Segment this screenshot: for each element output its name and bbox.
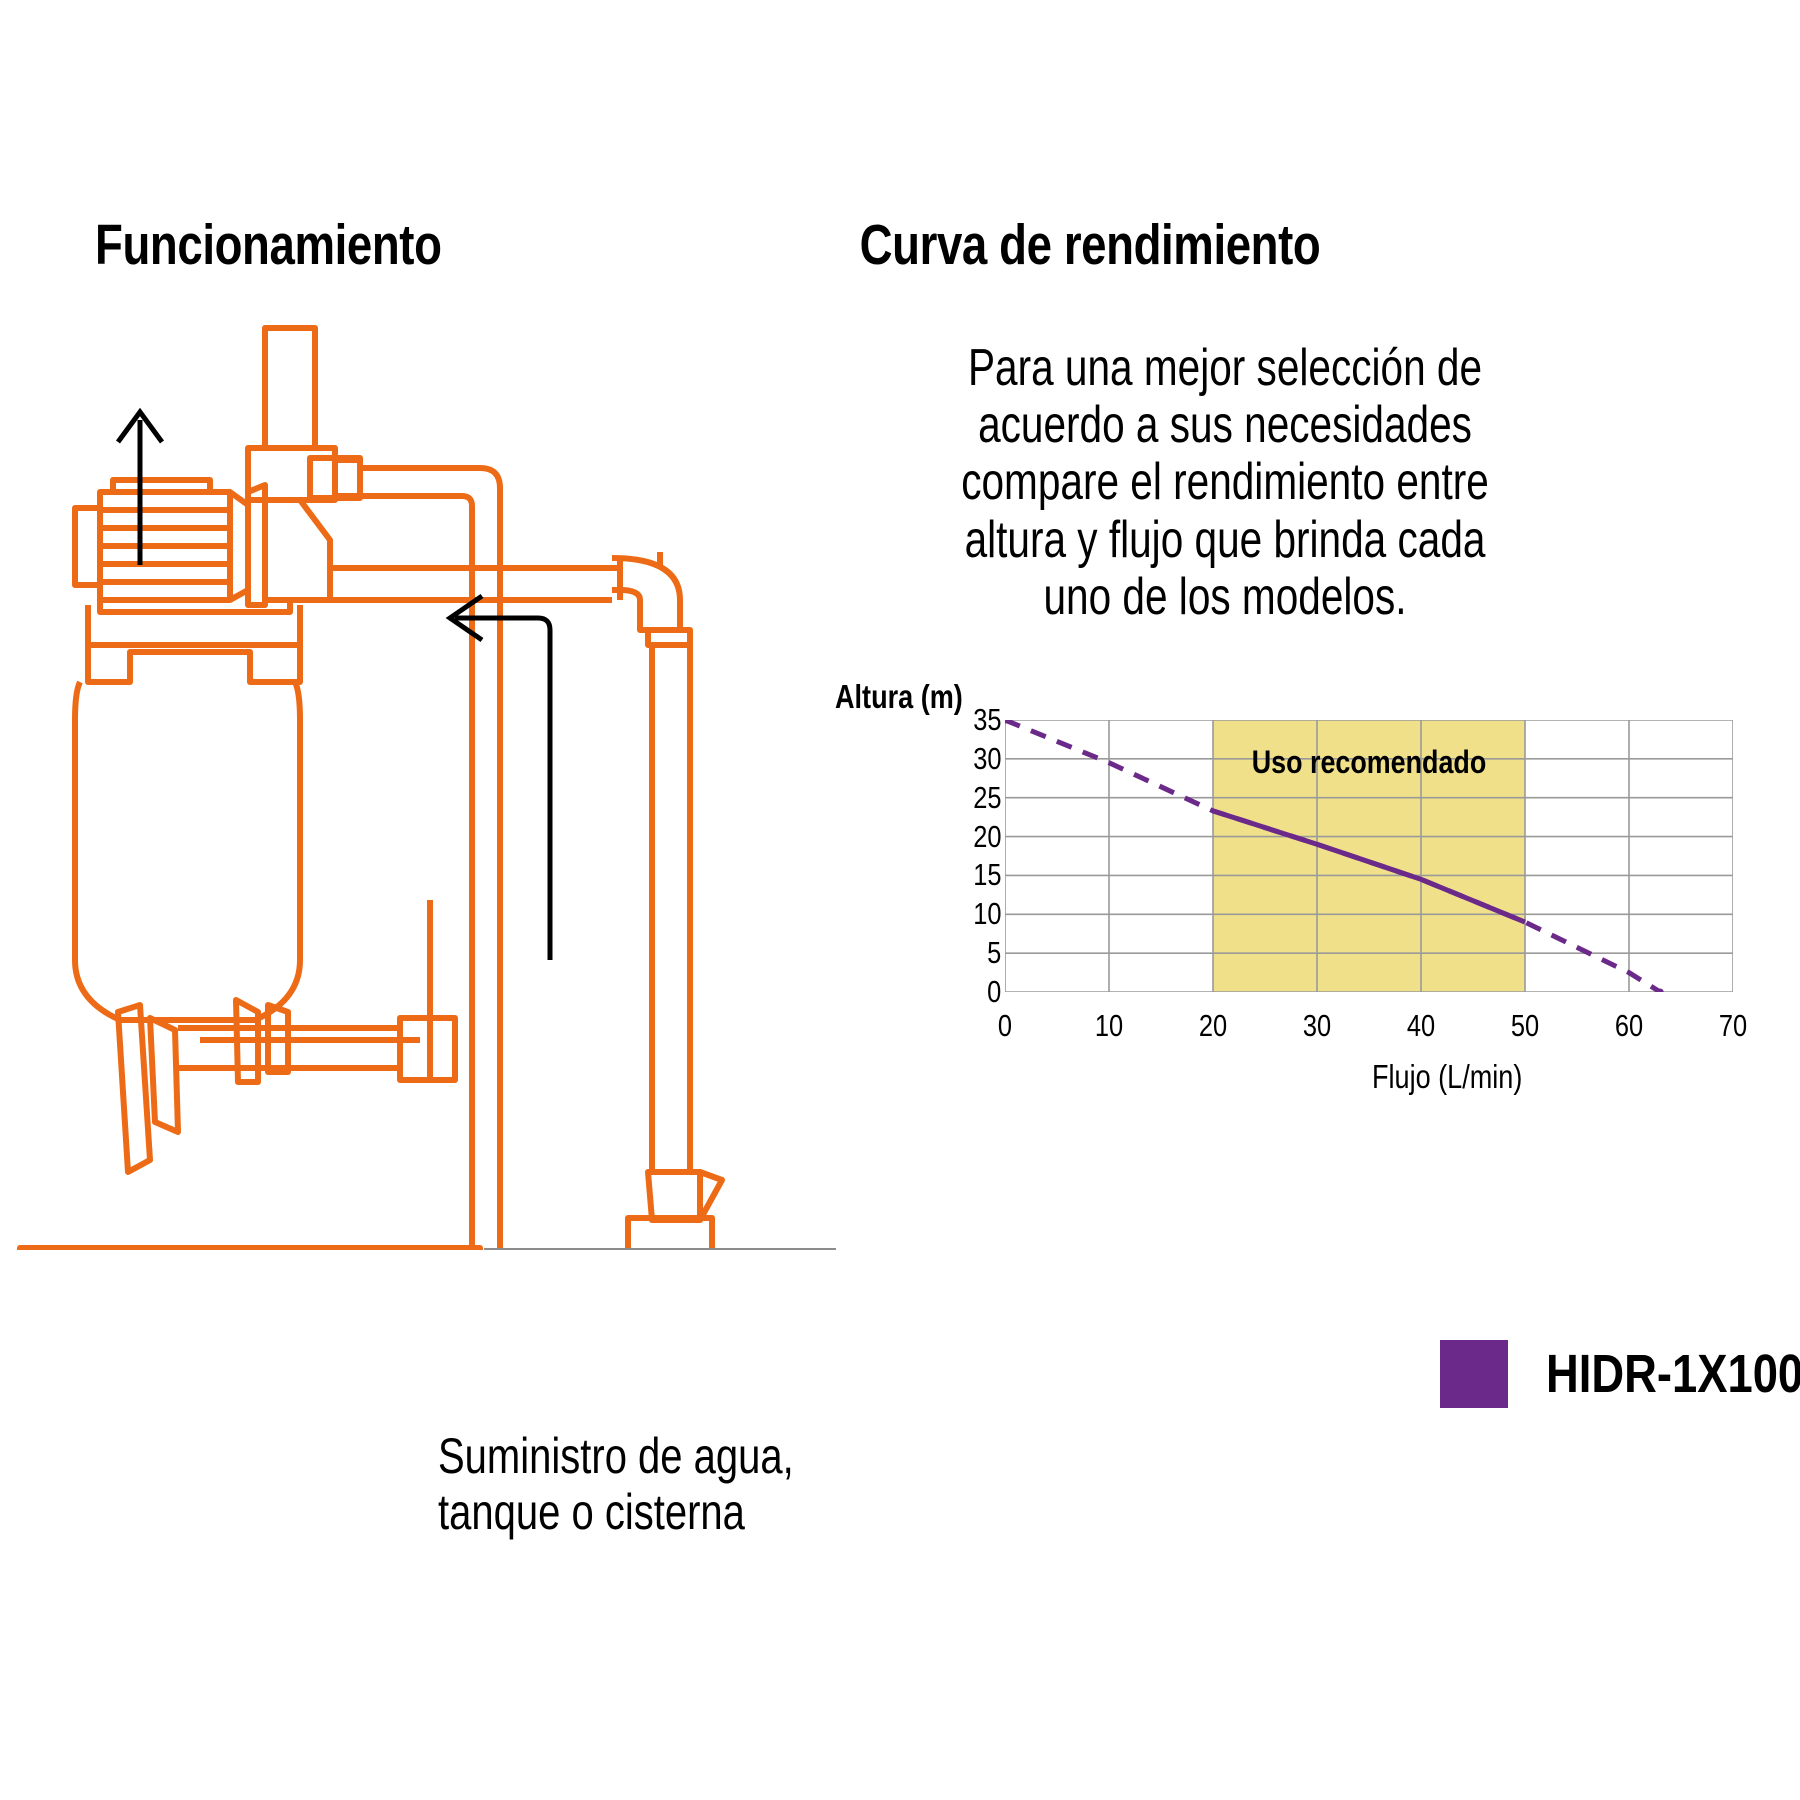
performance-chart: Altura (m) Flujo (L/min) 0 5 10 15 20 25 30 35 0… — [820, 660, 1800, 1130]
right-panel-heading: Curva de rendimiento — [859, 213, 1321, 277]
x-axis-tick-label: 60 — [1614, 1008, 1644, 1043]
y-axis-tick-label: 5 — [986, 935, 1001, 971]
y-axis-tick-label: 20 — [972, 818, 1001, 854]
curve-dashed-HIDR-1X100 — [1004, 717, 1662, 995]
tank-foot-left — [115, 1002, 153, 1175]
diagram-caption: Suministro de agua, tanque o cisterna — [438, 1428, 794, 1540]
legend-swatch-hidr-1x100 — [1440, 1340, 1508, 1408]
intro-line-5: uno de los modelos. — [1043, 567, 1407, 626]
intro-line-2: acuerdo a sus necesidades — [978, 396, 1472, 455]
y-axis-tick-label: 0 — [986, 974, 1001, 1009]
x-axis-tick-label: 50 — [1510, 1008, 1540, 1043]
intro-line-1: Para una mejor selección de — [967, 339, 1483, 397]
chart-legend: HIDR-1X100 — [1440, 1340, 1800, 1408]
plot-area: 0 5 10 15 20 25 30 35 0 10 20 30 40 50 60 70 Uso recomen… — [973, 702, 1747, 1043]
suction-flow-arrow — [455, 615, 553, 960]
x-axis-tick-label: 10 — [1094, 1008, 1124, 1043]
intro-line-3: compare el rendimiento entre — [961, 453, 1489, 512]
x-axis-tick-label: 40 — [1406, 1008, 1436, 1043]
legend-label-hidr-1x100: HIDR-1X100 — [1546, 1344, 1800, 1404]
curve-solid-HIDR-1X100 — [1212, 808, 1526, 925]
caption-line-2: tanque o cisterna — [438, 1484, 745, 1540]
y-axis-title: Altura (m) — [835, 678, 963, 715]
y-axis-tick-label: 15 — [972, 857, 1001, 893]
discharge-riser-pipe — [262, 325, 318, 451]
intro-line-4: altura y flujo que brinda cada — [964, 510, 1486, 569]
caption-line-1: Suministro de agua, — [438, 1428, 794, 1484]
y-axis-tick-label: 10 — [972, 896, 1001, 932]
x-axis-title: Flujo (L/min) — [1372, 1058, 1523, 1095]
left-panel-heading: Funcionamiento — [95, 213, 442, 277]
y-axis-tick-label: 30 — [972, 740, 1001, 776]
recommended-use-band — [1213, 720, 1525, 992]
x-axis-tick-label: 0 — [997, 1008, 1013, 1043]
intro-paragraph: Para una mejor selección de acuerdo a su… — [960, 339, 1490, 626]
x-axis-tick-label: 20 — [1198, 1008, 1228, 1043]
x-axis-tick-label: 70 — [1718, 1008, 1748, 1043]
y-axis-tick-label: 35 — [972, 702, 1001, 737]
y-axis-tick-label: 25 — [972, 779, 1001, 815]
pump-system-diagram — [0, 300, 840, 1483]
recommended-use-label: Uso recomendado — [1251, 744, 1487, 780]
x-axis-tick-label: 30 — [1302, 1008, 1332, 1043]
